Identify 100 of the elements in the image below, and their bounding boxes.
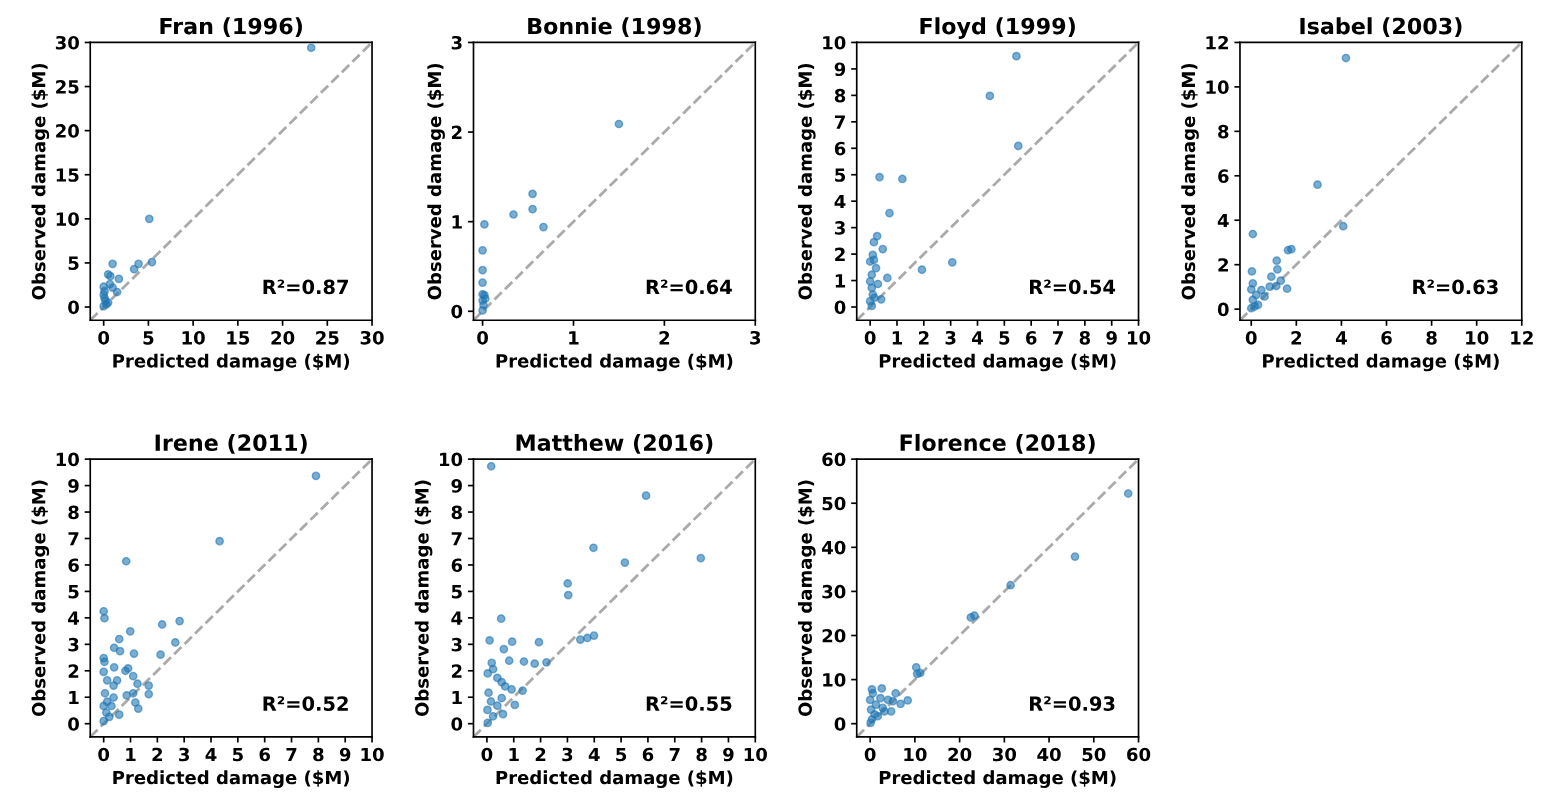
y-tick-label: 6 [1218,169,1229,183]
chart-title: Bonnie (1998) [528,17,701,38]
annotation: R²=0.87 [263,279,348,295]
point [99,667,109,677]
y-tick-label: 10 [823,35,846,50]
x-tick-label: 15 [227,331,250,345]
point [563,590,573,600]
y-tick-label: 4 [834,194,846,209]
point [868,688,878,698]
point [499,644,509,654]
point [882,273,892,283]
point [917,265,927,275]
y-tick-label: 10 [56,452,79,467]
point [582,633,592,643]
point [500,682,510,691]
y-tick-label: 5 [68,256,79,271]
y-tick-label: 5 [835,168,846,182]
point [1273,264,1282,274]
point [1313,180,1322,190]
x-tick-label: 6 [1381,330,1392,345]
point [589,543,598,553]
y-tick-label: 60 [822,452,846,467]
x-tick-label: 1 [509,747,519,762]
point [108,283,117,292]
point [509,210,518,219]
point [575,635,585,644]
point [1013,141,1023,151]
point [510,700,520,710]
x-tick-label: 30 [360,330,384,345]
point [865,695,875,705]
point [563,579,573,588]
point [109,643,119,653]
chart-title: Isabel (2003) [1300,17,1462,38]
y-tick-label: 7 [68,532,79,546]
x-tick-label: 40 [1037,747,1061,762]
x-tick-label: 10 [1466,330,1489,345]
point [493,701,502,711]
x-tick-label: 6 [1026,330,1037,345]
point [128,688,138,698]
x-tick-label: 4 [588,747,600,762]
point [134,259,143,269]
point [878,244,888,254]
point [157,620,167,629]
x-axis-title: Predicted damage ($M) [496,770,733,788]
x-tick-label: 2 [659,330,670,345]
y-tick-label: 4 [68,611,79,625]
x-tick-label: 9 [339,747,351,762]
point [133,704,143,713]
x-tick-label: 0 [98,330,110,345]
point [129,649,139,658]
point [486,461,496,471]
x-tick-label: 2 [1291,330,1302,345]
y-tick-label: 30 [822,584,846,599]
point [175,616,184,626]
y-tick-label: 1 [69,690,79,705]
point [478,265,487,275]
y-tick-label: 0 [834,300,846,315]
point [144,681,154,690]
x-tick-label: 6 [642,747,654,762]
y-tick-label: 2 [451,664,462,678]
point [1260,292,1269,301]
x-tick-label: 2 [535,747,546,762]
x-tick-label: 10 [744,747,767,762]
chart-title: Floyd (1999) [920,17,1075,39]
y-tick-label: 8 [1218,124,1229,139]
point [518,686,527,695]
y-tick-label: 0 [68,300,79,315]
y-tick-label: 4 [1217,213,1229,228]
point [484,688,493,698]
point [215,536,224,546]
y-tick-label: 0 [834,717,846,731]
point [109,681,118,690]
y-tick-label: 10 [439,452,463,467]
point [539,222,548,232]
point [1246,284,1256,294]
x-tick-label: 5 [616,747,627,762]
y-axis-title: Observed damage ($M) [414,480,433,717]
point [100,613,109,623]
x-tick-label: 60 [1127,747,1151,762]
point [1070,552,1080,561]
point [121,556,131,566]
point [497,693,507,703]
x-axis-title: Predicted damage ($M) [1263,353,1499,372]
point [147,257,157,267]
y-tick-label: 0 [1217,302,1229,317]
point [114,274,124,284]
point [483,669,493,678]
point [865,257,875,266]
x-tick-label: 0 [1245,330,1257,345]
point [1265,282,1275,292]
x-tick-label: 4 [1335,331,1347,345]
y-tick-label: 7 [834,115,845,129]
point [870,293,879,303]
point [530,659,540,669]
point [144,214,154,224]
point [877,684,887,693]
x-tick-label: 3 [750,330,761,345]
point [1248,229,1258,239]
chart-title: Fran (1996) [160,17,302,38]
chart-title: Irene (2011) [155,433,307,454]
